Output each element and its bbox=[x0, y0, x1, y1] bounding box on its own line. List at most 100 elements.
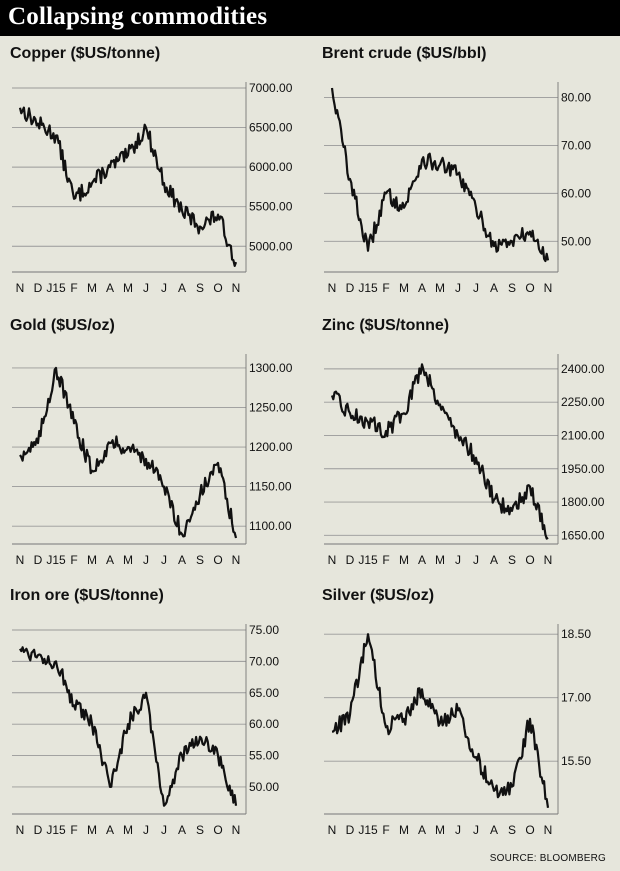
series-line bbox=[330, 87, 550, 263]
x-tick-label: J bbox=[455, 553, 461, 567]
y-tick-label: 17.00 bbox=[561, 691, 591, 705]
x-tick-label: A bbox=[178, 823, 186, 837]
chart-panel-brent-crude: Brent crude ($US/bbl) 80.00 70.00 60.00 50.… bbox=[312, 38, 612, 300]
y-tick-label: 15.50 bbox=[561, 754, 591, 768]
y-tick-label: 75.00 bbox=[249, 623, 279, 637]
chart-title: Brent crude ($US/bbl) bbox=[322, 45, 487, 62]
x-tick-label: M bbox=[87, 553, 97, 567]
x-tick-label: N bbox=[232, 281, 241, 295]
x-tick-label: S bbox=[196, 553, 204, 567]
x-tick-label: A bbox=[178, 553, 186, 567]
y-tick-label: 50.00 bbox=[249, 780, 279, 794]
x-tick-label: A bbox=[490, 553, 498, 567]
x-tick-label: A bbox=[490, 281, 498, 295]
chart-panel-silver: Silver ($US/oz) 18.50 17.00 15.50 N D J15 F M A M… bbox=[312, 580, 612, 842]
x-tick-label: D bbox=[34, 823, 43, 837]
x-tick-label: J bbox=[455, 281, 461, 295]
x-tick-label: N bbox=[328, 553, 337, 567]
x-tick-label: A bbox=[106, 553, 114, 567]
y-tick-label: 7000.00 bbox=[249, 81, 293, 95]
y-tick-label: 6000.00 bbox=[249, 160, 293, 174]
x-tick-label: J bbox=[143, 823, 149, 837]
chart-title: Silver ($US/oz) bbox=[322, 587, 435, 604]
x-tick-label: N bbox=[544, 553, 553, 567]
x-tick-label: J15 bbox=[46, 553, 66, 567]
chart-panel-gold: Gold ($US/oz) 1300.00 1250.00 1200.00 1150.… bbox=[0, 310, 300, 572]
x-tick-label: F bbox=[70, 281, 77, 295]
x-tick-label: O bbox=[525, 823, 534, 837]
x-tick-label: O bbox=[213, 281, 222, 295]
x-tick-label: A bbox=[418, 823, 426, 837]
y-tick-label: 50.00 bbox=[561, 234, 591, 248]
x-tick-label: D bbox=[346, 281, 355, 295]
y-tick-label: 1650.00 bbox=[561, 528, 605, 542]
x-tick-label: N bbox=[232, 823, 241, 837]
x-tick-label: N bbox=[328, 281, 337, 295]
x-tick-label: J bbox=[143, 281, 149, 295]
chart-title: Iron ore ($US/tonne) bbox=[10, 587, 164, 604]
x-tick-label: A bbox=[106, 281, 114, 295]
x-tick-label: M bbox=[399, 281, 409, 295]
title-bar: Collapsing commodities bbox=[0, 0, 620, 36]
x-tick-label: M bbox=[399, 553, 409, 567]
page-title: Collapsing commodities bbox=[8, 3, 268, 30]
x-tick-label: D bbox=[34, 281, 43, 295]
x-tick-label: A bbox=[490, 823, 498, 837]
x-tick-label: M bbox=[123, 823, 133, 837]
x-tick-label: J15 bbox=[46, 281, 66, 295]
x-tick-label: J15 bbox=[358, 281, 378, 295]
series-line bbox=[330, 363, 549, 540]
y-tick-label: 60.00 bbox=[561, 186, 591, 200]
y-tick-label: 5500.00 bbox=[249, 200, 293, 214]
y-tick-label: 2250.00 bbox=[561, 395, 605, 409]
y-tick-label: 1300.00 bbox=[249, 361, 293, 375]
x-tick-label: F bbox=[382, 281, 389, 295]
chart-panel-zinc: Zinc ($US/tonne) 2400.00 2250.00 2100.00 19… bbox=[312, 310, 612, 572]
x-tick-label: S bbox=[196, 823, 204, 837]
x-tick-label: A bbox=[418, 281, 426, 295]
x-tick-label: F bbox=[382, 823, 389, 837]
chart-title: Copper ($US/tonne) bbox=[10, 45, 161, 62]
y-tick-label: 70.00 bbox=[249, 654, 279, 668]
y-tick-label: 70.00 bbox=[561, 138, 591, 152]
series-line bbox=[19, 366, 238, 539]
x-tick-label: O bbox=[525, 553, 534, 567]
series-line bbox=[331, 633, 550, 808]
y-tick-label: 1250.00 bbox=[249, 400, 293, 414]
source-note: SOURCE: BLOOMBERG bbox=[489, 853, 606, 864]
x-tick-label: J bbox=[161, 553, 167, 567]
x-tick-label: N bbox=[232, 553, 241, 567]
x-tick-label: D bbox=[34, 553, 43, 567]
x-tick-label: N bbox=[16, 281, 25, 295]
x-tick-label: M bbox=[123, 281, 133, 295]
x-tick-label: S bbox=[508, 823, 516, 837]
y-tick-label: 60.00 bbox=[249, 717, 279, 731]
x-tick-label: M bbox=[399, 823, 409, 837]
y-tick-label: 1150.00 bbox=[249, 480, 292, 494]
x-tick-label: A bbox=[178, 281, 186, 295]
x-tick-label: M bbox=[87, 823, 97, 837]
x-tick-label: N bbox=[544, 823, 553, 837]
y-tick-label: 18.50 bbox=[561, 627, 591, 641]
x-tick-label: S bbox=[196, 281, 204, 295]
x-tick-label: J15 bbox=[358, 823, 378, 837]
x-tick-label: J15 bbox=[46, 823, 66, 837]
chart-title: Zinc ($US/tonne) bbox=[322, 317, 450, 334]
x-tick-label: A bbox=[106, 823, 114, 837]
x-tick-label: D bbox=[346, 553, 355, 567]
x-tick-label: A bbox=[418, 553, 426, 567]
x-tick-label: M bbox=[435, 823, 445, 837]
chart-panel-iron-ore: Iron ore ($US/tonne) 75.00 70.00 65.00 60.0… bbox=[0, 580, 300, 842]
x-tick-label: M bbox=[435, 281, 445, 295]
x-tick-label: J bbox=[473, 281, 479, 295]
x-tick-label: F bbox=[382, 553, 389, 567]
x-tick-label: O bbox=[525, 281, 534, 295]
y-tick-label: 1800.00 bbox=[561, 495, 605, 509]
y-tick-label: 6500.00 bbox=[249, 121, 293, 135]
x-tick-label: J bbox=[473, 553, 479, 567]
series-line bbox=[19, 646, 238, 807]
y-tick-label: 65.00 bbox=[249, 686, 279, 700]
y-tick-label: 55.00 bbox=[249, 749, 279, 763]
